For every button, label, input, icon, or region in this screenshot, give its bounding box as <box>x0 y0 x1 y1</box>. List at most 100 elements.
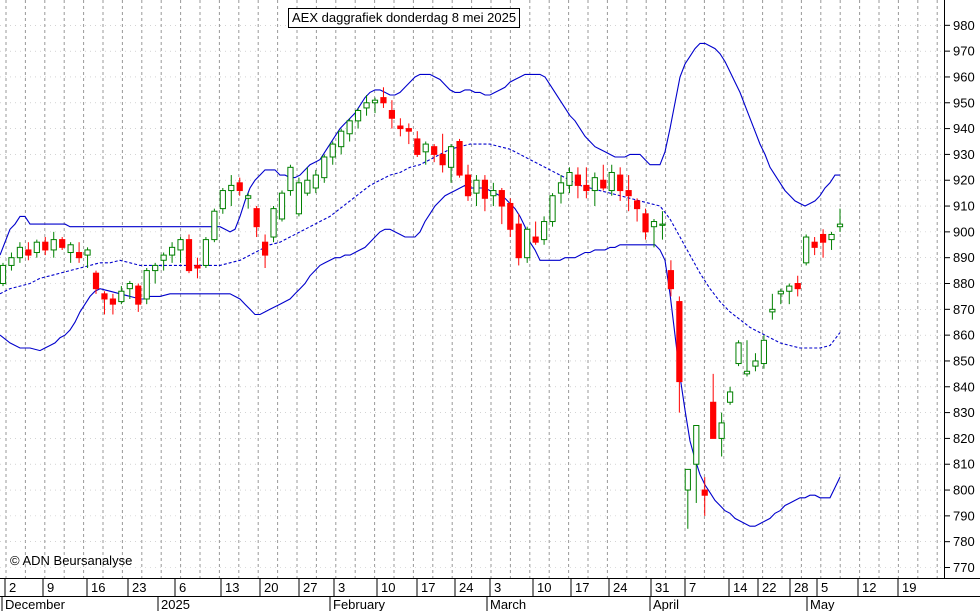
candle-body <box>769 308 776 313</box>
candle-body <box>557 182 565 194</box>
candle-body <box>109 298 117 305</box>
candle-body <box>371 99 379 104</box>
candle-body <box>0 264 7 285</box>
x-tick-label: 10 <box>381 580 395 595</box>
x-tick-label: 2 <box>9 580 16 595</box>
y-tick-label: 770 <box>953 560 975 575</box>
candle-body <box>667 270 675 290</box>
y-tick-label: 970 <box>953 44 975 59</box>
y-tick-label: 840 <box>953 379 975 394</box>
x-tick-label: 5 <box>821 580 828 595</box>
candle-body <box>828 233 835 241</box>
candle-body <box>735 342 742 365</box>
bollinger-middle-band <box>0 143 841 349</box>
candle-body <box>456 141 463 176</box>
candle-body <box>346 120 353 135</box>
candle-body <box>498 190 505 207</box>
candle-body <box>25 249 32 256</box>
month-label: March <box>490 597 526 611</box>
candle-body <box>447 146 455 168</box>
x-tick-label: 10 <box>537 580 551 595</box>
candle-body <box>92 272 100 290</box>
candle-body <box>50 239 57 251</box>
x-tick-label: 31 <box>655 580 669 595</box>
candle-body <box>354 110 362 122</box>
candle-body <box>84 249 91 256</box>
candle-body <box>650 221 658 228</box>
candle-body <box>591 177 598 192</box>
candle-body <box>397 125 404 130</box>
chart-title: AEX daggrafiek donderdag 8 mei 2025 <box>288 8 521 28</box>
candle-body <box>633 200 641 210</box>
candle-body <box>676 301 683 383</box>
candle-body <box>515 223 522 259</box>
candle-body <box>202 239 210 266</box>
candle-body <box>811 241 818 248</box>
candle-body <box>693 425 700 465</box>
y-tick-label: 960 <box>953 69 975 84</box>
candle-body <box>566 171 573 186</box>
month-label: 2025 <box>161 597 190 611</box>
y-tick-label: 910 <box>953 199 975 214</box>
candle-body <box>236 182 243 192</box>
candle-body <box>524 228 531 259</box>
x-axis-months: December 2025 February March April May <box>1 596 835 611</box>
x-tick-label: 24 <box>613 580 627 595</box>
candle-body <box>33 241 40 254</box>
y-tick-label: 820 <box>953 431 975 446</box>
y-tick-label: 850 <box>953 353 975 368</box>
copyright-note: © ADN Beursanalyse <box>10 553 133 568</box>
candle-body <box>422 143 429 153</box>
candle-body <box>540 221 548 241</box>
candle-body <box>718 422 725 439</box>
candle-body <box>836 223 844 228</box>
x-tick-label: 17 <box>421 580 435 595</box>
candle-body <box>168 246 176 256</box>
candle-body <box>185 239 193 272</box>
candle-body <box>261 241 269 256</box>
candle-body <box>439 153 446 166</box>
candle-body <box>59 239 66 248</box>
candle-body <box>490 190 497 197</box>
candle-body <box>659 223 666 226</box>
candle-body <box>304 179 311 194</box>
y-tick-label: 950 <box>953 95 975 110</box>
candle-body <box>278 192 286 220</box>
x-axis-ticks: 2 9 16 23 6 13 20 27 3 10 17 24 3 10 17 24 31 7 14 22 28 5 12 1… <box>4 578 916 596</box>
y-axis-ticks: 770 780 790 800 810 820 830 840 850 860 870 880 890 9… <box>944 18 975 575</box>
candle-body <box>642 213 649 233</box>
bollinger-bands <box>0 42 841 527</box>
candle-body <box>75 252 83 259</box>
candle-body <box>245 195 252 199</box>
candle-body <box>684 468 691 491</box>
candle-body <box>135 285 142 305</box>
y-tick-label: 810 <box>953 457 975 472</box>
y-tick-label: 870 <box>953 302 975 317</box>
candle-body <box>414 138 421 155</box>
price-candles <box>0 87 844 529</box>
candle-body <box>760 339 768 365</box>
candle-body <box>321 156 328 179</box>
candle-body <box>152 264 159 272</box>
y-tick-label: 940 <box>953 121 975 136</box>
candle-body <box>710 401 717 439</box>
candle-body <box>312 174 319 189</box>
candle-body <box>786 285 793 292</box>
candle-body <box>473 179 480 194</box>
x-tick-label: 14 <box>733 580 747 595</box>
y-tick-label: 800 <box>953 483 975 498</box>
candle-body <box>600 179 607 189</box>
candle-body <box>338 130 345 148</box>
candle-body <box>16 246 24 259</box>
y-tick-label: 890 <box>953 250 975 265</box>
candle-body <box>329 143 336 158</box>
candle-body <box>507 202 514 230</box>
y-tick-label: 780 <box>953 534 975 549</box>
y-tick-label: 880 <box>953 276 975 291</box>
candle-body <box>42 241 49 251</box>
x-tick-label: 6 <box>179 580 186 595</box>
candle-body <box>270 208 277 238</box>
y-tick-label: 980 <box>953 18 975 33</box>
x-tick-label: 28 <box>794 580 808 595</box>
candle-body <box>287 166 294 192</box>
